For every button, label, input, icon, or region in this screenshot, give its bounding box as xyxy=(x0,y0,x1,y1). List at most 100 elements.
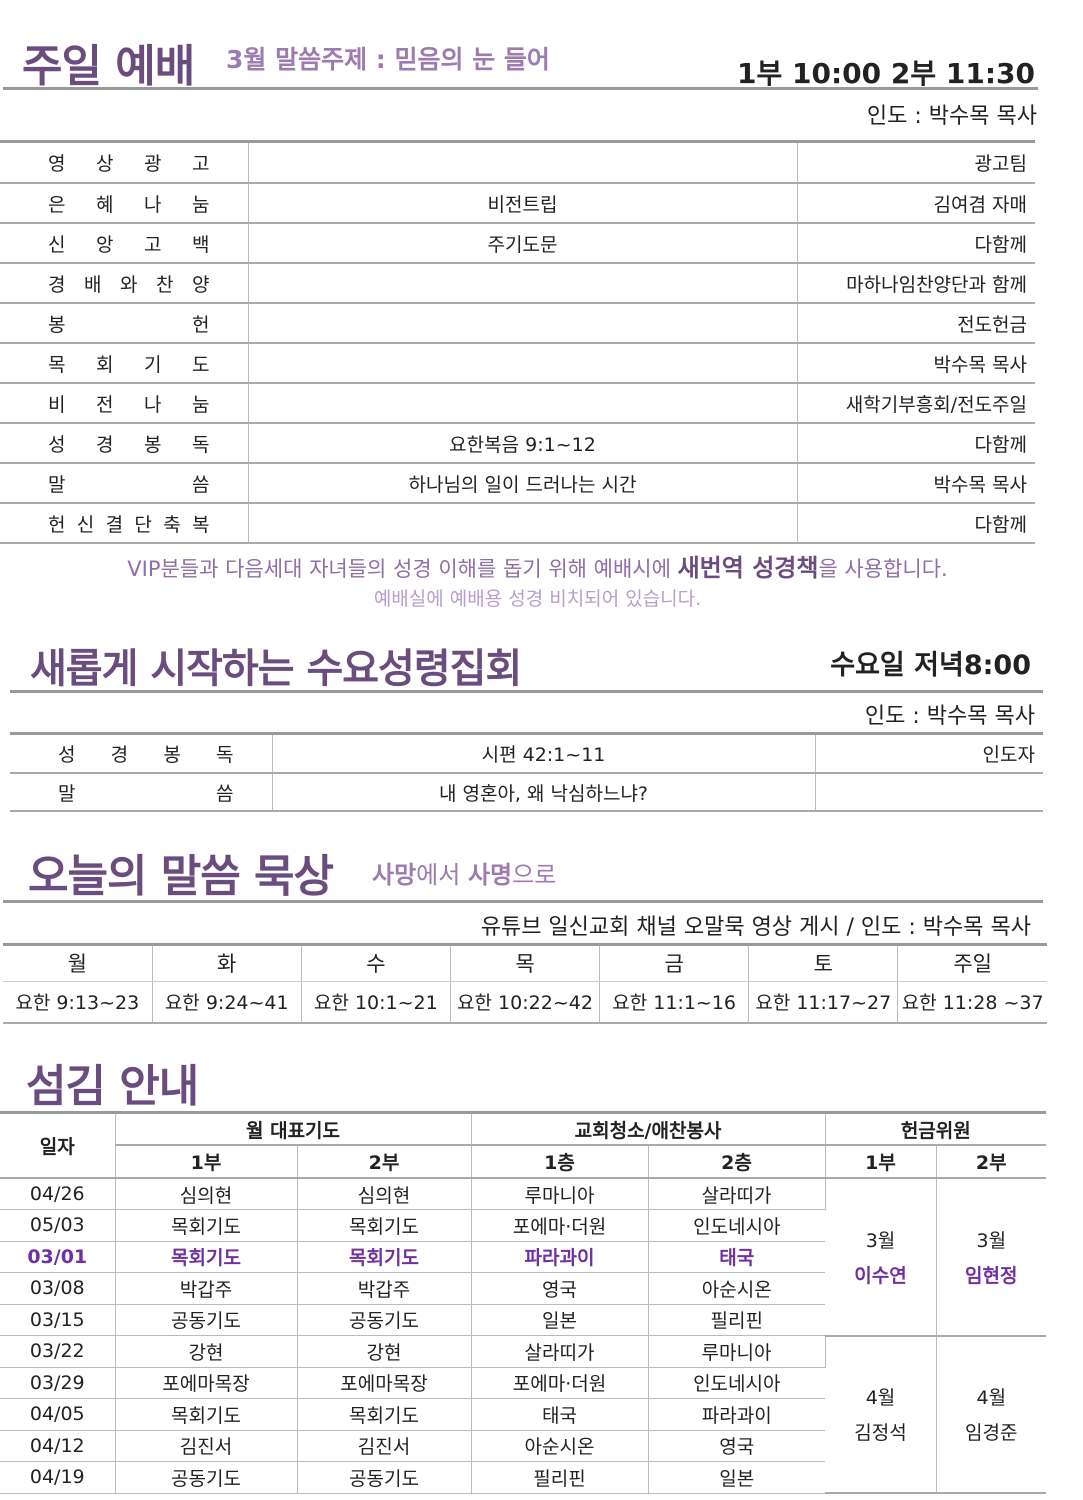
item-person: 박수목 목사 xyxy=(797,463,1035,504)
wednesday-leader: 인도 : 박수목 목사 xyxy=(864,704,1035,729)
service-cell: 03/01 xyxy=(0,1241,116,1273)
sunday-leader: 인도 : 박수목 목사 xyxy=(866,104,1037,129)
service-cell: 04/05 xyxy=(0,1398,116,1431)
item-person: 다함께 xyxy=(797,223,1035,264)
service-cell: 03/15 xyxy=(0,1304,116,1336)
order-row: 신 앙 고 백 주기도문 다함께 xyxy=(0,223,1035,264)
bible-note-2: 예배실에 예배용 성경 비치되어 있습니다. xyxy=(373,588,702,610)
item-person: 마하나임찬양단과 함께 xyxy=(797,263,1035,304)
wednesday-title: 새롭게 시작하는 수요성령집회 xyxy=(30,646,522,692)
item-content xyxy=(248,143,798,184)
item-person: 다함께 xyxy=(797,503,1035,544)
service-cell: 05/03 xyxy=(0,1209,116,1242)
service-cell: 필리핀 xyxy=(471,1461,649,1494)
sub-header: 2층 xyxy=(648,1145,826,1179)
service-cell: 인도네시아 xyxy=(648,1209,826,1242)
service-row: 03/22 강현 강현 살라띠가 루마니아 4월 김정석 4월 임경준 xyxy=(0,1335,1047,1494)
item-person: 인도자 xyxy=(815,735,1043,774)
service-cell: 04/26 xyxy=(0,1178,116,1210)
sunday-times: 1부 10:00 2부 11:30 xyxy=(737,57,1035,90)
wednesday-time: 수요일 저녁8:00 xyxy=(830,650,1031,681)
order-row: 봉 헌 전도헌금 xyxy=(0,303,1035,344)
day-header: 월 xyxy=(3,946,153,982)
service-cell: 심의현 xyxy=(115,1178,298,1210)
service-cell: 공동기도 xyxy=(297,1304,472,1336)
service-cell: 박갑주 xyxy=(115,1272,298,1305)
service-cell: 살라띠가 xyxy=(648,1178,826,1210)
service-cell: 루마니아 xyxy=(471,1178,649,1210)
order-row: 헌 신 결 단 축 복 다함께 xyxy=(0,503,1035,544)
meditation-subtitle: 사망에서 사명으로 xyxy=(372,861,557,889)
meditation-table: 월 화 수 목 금 토 주일 요한 9:13~23 요한 9:24~41 요한 10:1~21 요한… xyxy=(3,946,1047,1024)
order-row: 은 혜 나 눔 비전트립 김여겸 자매 xyxy=(0,183,1035,224)
item-person: 박수목 목사 xyxy=(797,343,1035,384)
service-cell: 공동기도 xyxy=(115,1304,298,1336)
item-content xyxy=(248,343,798,384)
service-cell: 포에마목장 xyxy=(297,1367,472,1399)
service-cell: 루마니아 xyxy=(648,1335,826,1368)
service-cell: 파라과이 xyxy=(471,1241,649,1273)
service-cell: 김진서 xyxy=(115,1430,298,1462)
order-row: 말 씀 하나님의 일이 드러나는 시간 박수목 목사 xyxy=(0,463,1035,504)
service-row: 04/19 공동기도 공동기도 필리핀 일본 xyxy=(0,1461,1046,1494)
meditation-title: 오늘의 말씀 묵상 xyxy=(28,851,334,902)
header-prayer: 월 대표기도 xyxy=(115,1114,472,1146)
item-content: 주기도문 xyxy=(248,223,798,264)
sub-header: 1부 xyxy=(825,1145,937,1179)
order-row: 목 회 기 도 박수목 목사 xyxy=(0,343,1035,384)
offering-2: 4월 임경준 xyxy=(936,1335,1047,1494)
day-header: 화 xyxy=(152,946,302,982)
service-cell: 포에마·더원 xyxy=(471,1367,649,1399)
service-cell: 태국 xyxy=(648,1241,826,1273)
item-content: 시편 42:1~11 xyxy=(272,735,816,774)
day-header: 금 xyxy=(599,946,750,982)
day-header: 토 xyxy=(748,946,899,982)
service-cell: 공동기도 xyxy=(115,1461,298,1494)
service-cell: 김진서 xyxy=(297,1430,472,1462)
sub-header: 1부 xyxy=(115,1145,298,1179)
service-cell: 박갑주 xyxy=(297,1272,472,1305)
offering-1: 4월 김정석 xyxy=(825,1335,937,1494)
day-passage: 요한 10:22~42 xyxy=(450,981,601,1024)
service-title: 섬김 안내 xyxy=(26,1061,199,1112)
sunday-title: 주일 예배 xyxy=(22,41,195,92)
header-date: 일자 xyxy=(0,1114,116,1179)
day-header: 주일 xyxy=(897,946,1047,982)
item-content xyxy=(248,383,798,424)
service-cell: 태국 xyxy=(471,1398,649,1431)
day-passage: 요한 11:17~27 xyxy=(748,981,899,1024)
service-cell: 04/19 xyxy=(0,1461,116,1494)
service-row: 04/12 김진서 김진서 아순시온 영국 xyxy=(0,1430,1046,1462)
order-row: 영 상 광 고 광고팀 xyxy=(0,143,1035,184)
service-cell: 목회기도 xyxy=(115,1209,298,1242)
service-cell: 목회기도 xyxy=(115,1241,298,1273)
sub-header: 2부 xyxy=(297,1145,472,1179)
day-passage: 요한 10:1~21 xyxy=(301,981,451,1024)
offering-2: 3월 임현정 xyxy=(936,1178,1047,1337)
header-offering: 헌금위원 xyxy=(825,1114,1047,1146)
bible-note: VIP분들과 다음세대 자녀들의 성경 이해를 돕기 위해 예배시에 새번역 성… xyxy=(127,554,948,582)
service-cell: 일본 xyxy=(471,1304,649,1336)
sunday-order-table: 영 상 광 고 광고팀 은 혜 나 눔 비전트립 김여겸 자매 신 앙 고 백 주기도문 다함께 경 배 와 찬 양 마하나… xyxy=(0,143,1035,544)
item-content xyxy=(248,503,798,544)
sub-header: 2부 xyxy=(936,1145,1047,1179)
day-passage: 요한 9:13~23 xyxy=(3,981,153,1024)
day-passage: 요한 11:1~16 xyxy=(599,981,750,1024)
day-header: 수 xyxy=(301,946,451,982)
service-cell: 공동기도 xyxy=(297,1461,472,1494)
item-content: 내 영혼아, 왜 낙심하느냐? xyxy=(272,773,816,812)
service-cell: 03/22 xyxy=(0,1335,116,1368)
service-cell: 포에마·더원 xyxy=(471,1209,649,1242)
service-cell: 아순시온 xyxy=(471,1430,649,1462)
service-cell: 04/12 xyxy=(0,1430,116,1462)
service-cell: 강현 xyxy=(297,1335,472,1368)
header-cleaning: 교회청소/애찬봉사 xyxy=(471,1114,826,1146)
day-passage: 요한 11:28 ~37 xyxy=(897,981,1047,1024)
service-cell: 인도네시아 xyxy=(648,1367,826,1399)
